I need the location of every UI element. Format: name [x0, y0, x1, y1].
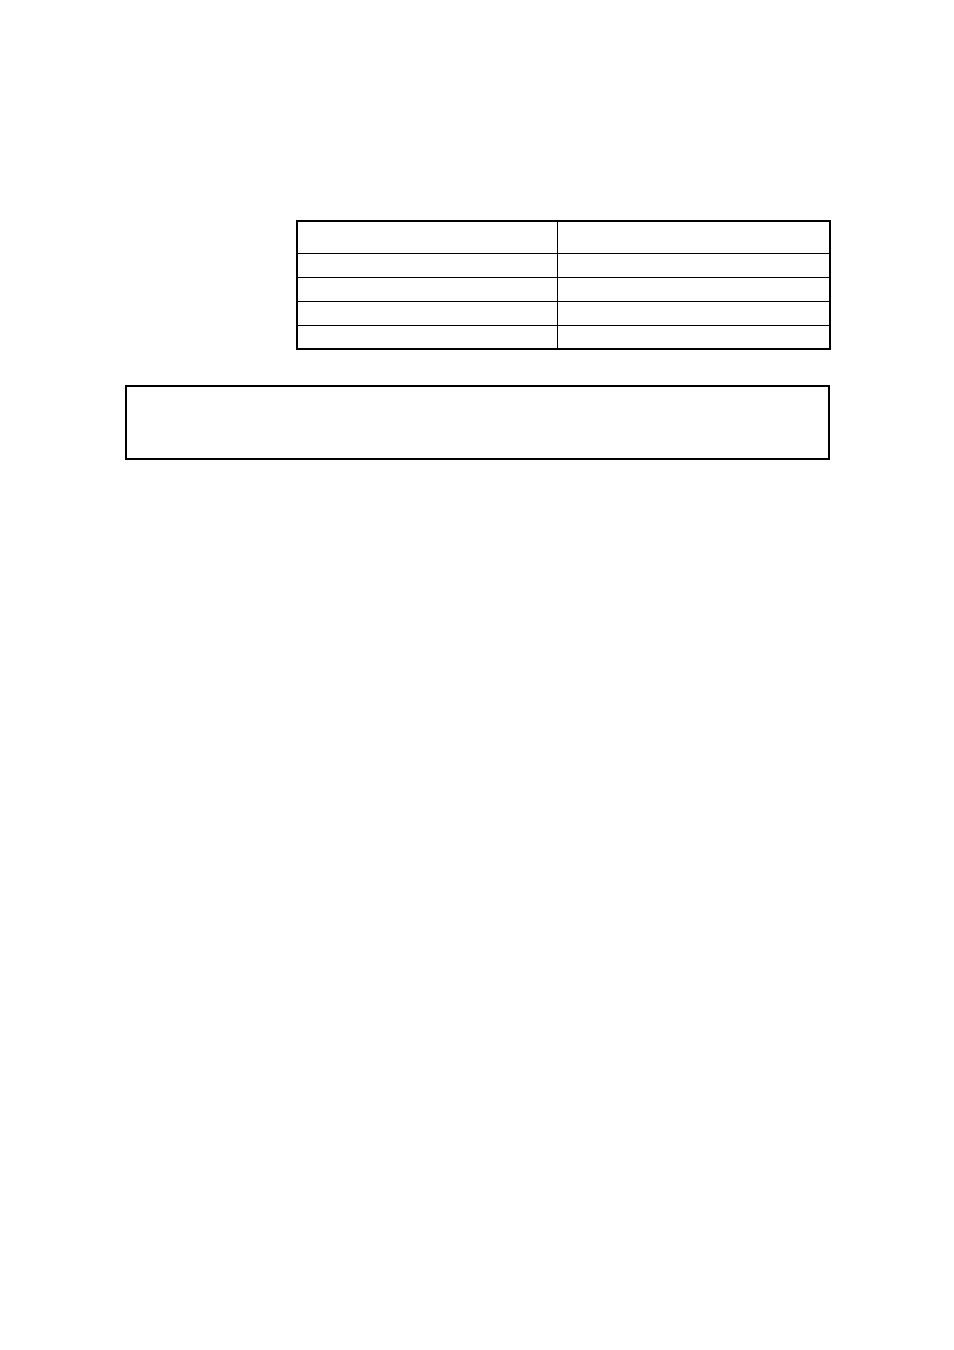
table-row	[298, 254, 829, 278]
table-cell	[298, 254, 558, 277]
text-box	[125, 385, 830, 460]
table-row	[298, 326, 829, 350]
table-row	[298, 302, 829, 326]
table-cell	[558, 278, 829, 301]
table-row	[298, 278, 829, 302]
table-cell	[298, 278, 558, 301]
table-cell	[558, 326, 829, 348]
table-cell	[558, 302, 829, 325]
table-row	[298, 222, 829, 254]
table-cell	[558, 254, 829, 277]
table-cell	[298, 326, 558, 348]
table-cell	[298, 222, 558, 253]
table-cell	[298, 302, 558, 325]
table-cell	[558, 222, 829, 253]
table-outer	[296, 220, 831, 350]
table-container	[296, 220, 831, 350]
